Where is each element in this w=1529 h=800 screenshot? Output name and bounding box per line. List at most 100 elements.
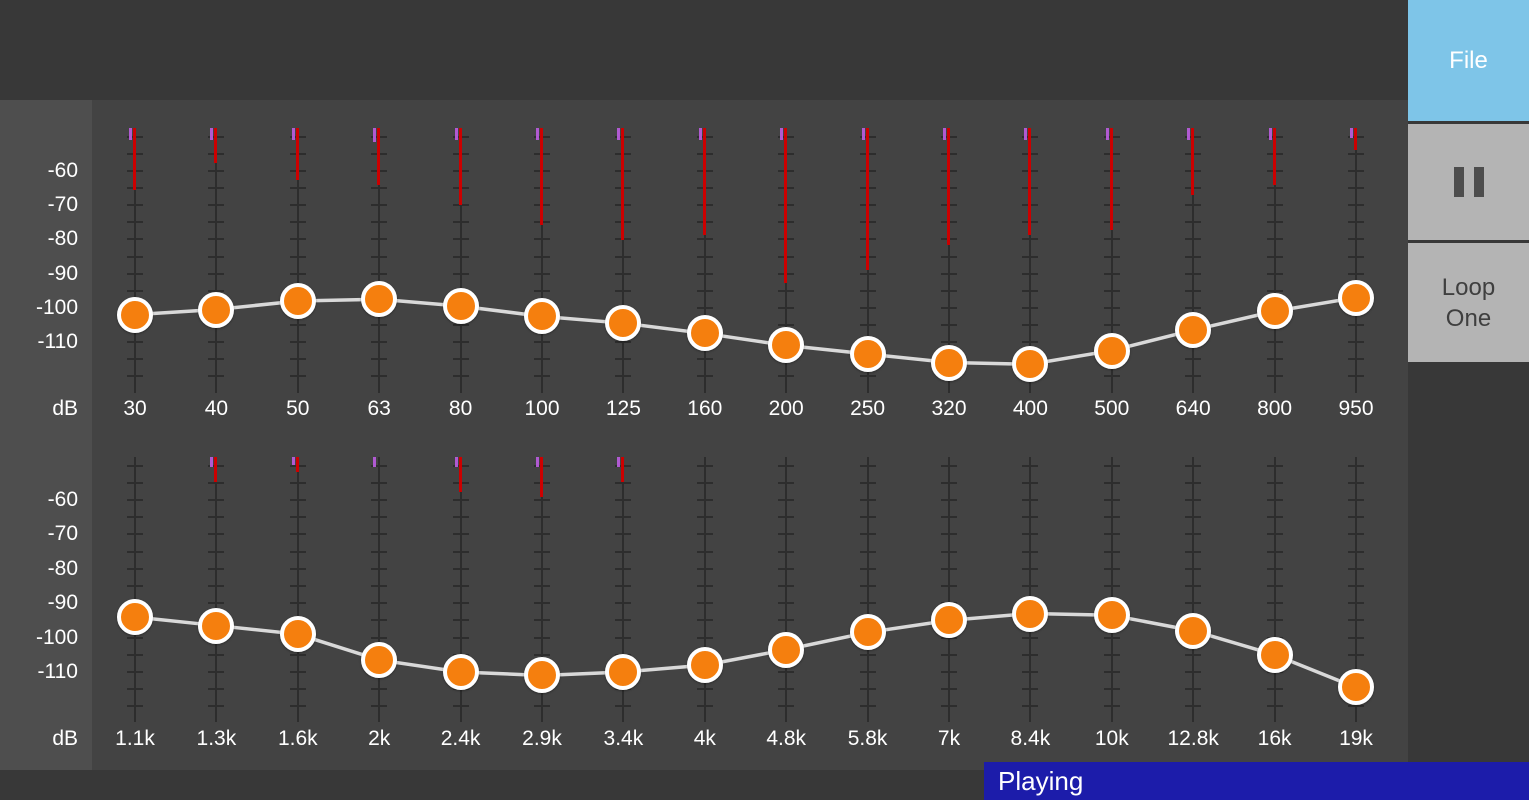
eq-knob-7k[interactable] <box>931 602 967 639</box>
spectrum-level-meter <box>784 128 788 283</box>
eq-slider-track[interactable] <box>459 457 462 722</box>
eq-knob-640[interactable] <box>1175 312 1212 349</box>
eq-knob-3.4k[interactable] <box>605 654 642 690</box>
tick-mark <box>452 516 469 519</box>
eq-slider-track[interactable] <box>134 457 136 722</box>
eq-slider-track[interactable] <box>1192 457 1195 722</box>
eq-slider-track[interactable] <box>1273 128 1276 393</box>
tick-mark <box>1022 238 1039 241</box>
eq-knob-800[interactable] <box>1256 293 1293 330</box>
tick-mark <box>615 619 632 622</box>
eq-knob-2k[interactable] <box>361 641 398 678</box>
eq-knob-10k[interactable] <box>1093 597 1130 634</box>
eq-slider-track[interactable] <box>1355 128 1357 393</box>
tick-mark <box>696 306 713 309</box>
tick-mark <box>371 238 388 241</box>
eq-slider-track[interactable] <box>1355 457 1357 722</box>
tick-mark <box>534 341 550 343</box>
eq-slider-track[interactable] <box>866 457 869 722</box>
eq-knob-400[interactable] <box>1012 346 1049 383</box>
eq-slider-track[interactable] <box>541 128 543 393</box>
eq-knob-200[interactable] <box>768 327 805 364</box>
eq-slider-track[interactable] <box>541 457 543 722</box>
eq-slider-track[interactable] <box>1029 128 1032 393</box>
spectrum-level-meter <box>458 457 462 492</box>
tick-mark <box>696 550 713 553</box>
tick-mark <box>859 516 876 519</box>
eq-knob-5.8k[interactable] <box>849 614 886 651</box>
tick-mark <box>208 481 225 484</box>
eq-knob-160[interactable] <box>686 315 723 352</box>
eq-knob-50[interactable] <box>279 282 316 319</box>
eq-slider-track[interactable] <box>622 128 625 393</box>
eq-knob-8.4k[interactable] <box>1012 595 1049 632</box>
tick-mark <box>208 375 225 378</box>
tick-mark <box>1103 255 1120 258</box>
eq-knob-250[interactable] <box>849 335 886 372</box>
tick-mark <box>289 516 306 519</box>
eq-slider-track[interactable] <box>296 128 299 393</box>
eq-slider-track[interactable] <box>948 457 950 722</box>
tick-mark <box>127 464 143 467</box>
eq-slider-track[interactable] <box>296 457 299 722</box>
db-scale-strip <box>0 100 92 770</box>
eq-slider-track[interactable] <box>1029 457 1032 722</box>
eq-knob-19k[interactable] <box>1338 669 1374 706</box>
eq-knob-100[interactable] <box>524 298 560 335</box>
tick-mark <box>778 688 795 691</box>
eq-slider-track[interactable] <box>378 457 381 722</box>
eq-slider-track[interactable] <box>134 128 136 393</box>
db-scale-label: -80 <box>47 556 78 580</box>
freq-label-16k: 16k <box>1257 727 1292 750</box>
eq-knob-950[interactable] <box>1338 279 1374 316</box>
eq-slider-track[interactable] <box>1110 128 1113 393</box>
eq-knob-80[interactable] <box>442 288 479 325</box>
eq-knob-16k[interactable] <box>1256 636 1293 673</box>
tick-mark <box>127 516 143 519</box>
eq-slider-track[interactable] <box>459 128 462 393</box>
eq-slider-track[interactable] <box>703 128 706 393</box>
eq-knob-500[interactable] <box>1093 332 1130 369</box>
eq-slider-track[interactable] <box>1110 457 1113 722</box>
file-button[interactable]: File <box>1408 0 1529 121</box>
eq-knob-4k[interactable] <box>686 647 723 684</box>
spectrum-peak-marker <box>129 128 132 140</box>
tick-mark <box>534 255 550 258</box>
tick-mark <box>127 688 143 691</box>
eq-slider-track[interactable] <box>215 128 218 393</box>
pause-button[interactable] <box>1408 124 1529 240</box>
eq-slider-track[interactable] <box>1192 128 1195 393</box>
tick-mark <box>1103 653 1120 656</box>
eq-knob-1.1k[interactable] <box>117 598 153 635</box>
eq-slider-track[interactable] <box>1273 457 1276 722</box>
eq-knob-320[interactable] <box>931 344 967 381</box>
eq-knob-12.8k[interactable] <box>1175 612 1212 649</box>
tick-mark <box>208 499 225 501</box>
eq-slider-track[interactable] <box>378 128 381 393</box>
eq-slider-track[interactable] <box>785 457 788 722</box>
eq-slider-track[interactable] <box>948 128 950 393</box>
eq-knob-63[interactable] <box>361 281 398 318</box>
loop-one-button[interactable]: Loop One <box>1408 243 1529 362</box>
eq-knob-40[interactable] <box>198 291 235 328</box>
tick-mark <box>452 619 469 622</box>
eq-knob-1.3k[interactable] <box>198 607 235 644</box>
eq-slider-track[interactable] <box>622 457 625 722</box>
eq-slider-track[interactable] <box>215 457 218 722</box>
eq-knob-125[interactable] <box>605 305 642 342</box>
tick-mark <box>859 705 876 708</box>
eq-knob-30[interactable] <box>117 296 153 333</box>
tick-mark <box>1185 238 1202 241</box>
eq-knob-4.8k[interactable] <box>768 631 805 668</box>
tick-mark <box>1185 516 1202 519</box>
tick-mark <box>941 323 957 326</box>
tick-mark <box>1185 204 1202 207</box>
eq-knob-1.6k[interactable] <box>279 616 316 653</box>
eq-knob-2.4k[interactable] <box>442 654 479 690</box>
tick-mark <box>208 533 225 536</box>
eq-slider-track[interactable] <box>703 457 706 722</box>
tick-mark <box>696 499 713 501</box>
eq-knob-2.9k[interactable] <box>524 657 560 694</box>
tick-mark <box>1022 255 1039 258</box>
